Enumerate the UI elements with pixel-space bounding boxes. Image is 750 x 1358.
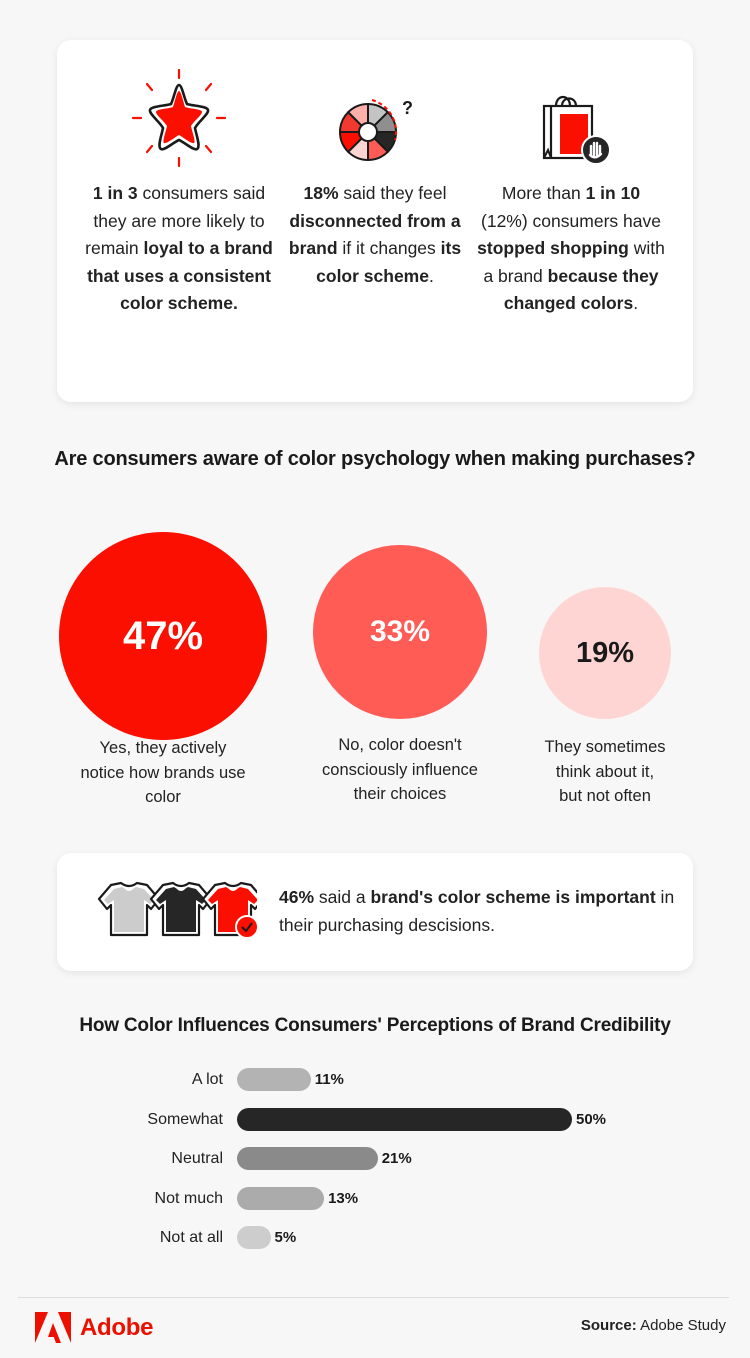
- bar-row: Not much 13%: [0, 1186, 750, 1211]
- bar-row: Not at all 5%: [0, 1226, 750, 1250]
- awareness-title: Are consumers aware of color psychology …: [54, 448, 696, 470]
- bubble-yes-circle: 47%: [59, 532, 267, 740]
- bar-value-label: 21%: [381, 1150, 412, 1167]
- stat-stopped-shopping: More than 1 in 10 (12%) consumers have s…: [471, 40, 671, 318]
- color-wheel-question-icon: ?: [338, 98, 413, 162]
- source-note: Source: Adobe Study: [580, 1317, 726, 1334]
- adobe-logo-icon: [35, 1312, 71, 1343]
- shopping-bag-stop-icon: [542, 95, 611, 165]
- bubble-sometimes: 19% They sometimes think about it, but n…: [535, 587, 675, 809]
- bubble-yes: 47% Yes, they actively notice how brands…: [58, 532, 268, 810]
- adobe-logo: Adobe: [35, 1312, 153, 1344]
- bar-category-label: Not at all: [159, 1229, 223, 1246]
- bubble-no-circle: 33%: [313, 545, 487, 719]
- bubble-yes-label: Yes, they actively notice how brands use…: [80, 739, 246, 806]
- stat-disconnected-text: 18% said they feel disconnected from a b…: [288, 183, 462, 286]
- bar-category-label: A lot: [191, 1071, 223, 1088]
- svg-text:?: ?: [402, 98, 413, 118]
- bar-category-label: Somewhat: [147, 1110, 223, 1128]
- bar-value-label: 5%: [274, 1229, 297, 1246]
- bubble-sometimes-value: 19%: [575, 636, 635, 669]
- credibility-chart-title: How Color Influences Consumers' Percepti…: [79, 1015, 671, 1036]
- bubble-no-value: 33%: [369, 615, 431, 648]
- bar: [237, 1147, 378, 1170]
- tshirts-check-icon: [97, 881, 257, 939]
- stat-disconnected: ? 18% said they feel disconnected from a…: [275, 40, 475, 290]
- bar-row: Neutral 21%: [0, 1147, 750, 1171]
- stat-loyalty: 1 in 3 consumers said they are more like…: [79, 40, 279, 318]
- bar-row: A lot 11%: [0, 1068, 750, 1092]
- stats-card: 1 in 3 consumers said they are more like…: [57, 40, 693, 402]
- star-icon: [131, 68, 227, 168]
- stat-loyalty-text: 1 in 3 consumers said they are more like…: [85, 183, 273, 314]
- bar-value-label: 13%: [328, 1189, 359, 1207]
- stat-stopped-shopping-text: More than 1 in 10 (12%) consumers have s…: [477, 183, 665, 314]
- bubble-sometimes-circle: 19%: [539, 587, 671, 719]
- bubble-yes-value: 47%: [122, 613, 204, 658]
- bubble-no-label: No, color doesn't consciously influence …: [322, 736, 478, 803]
- footer-divider: [18, 1297, 729, 1298]
- shirt-stat-text: 46% said a brand's color scheme is impor…: [279, 887, 675, 935]
- bar-value-label: 11%: [314, 1071, 344, 1088]
- bar-category-label: Not much: [154, 1189, 223, 1207]
- shirt-stat-card: 46% said a brand's color scheme is impor…: [57, 853, 693, 971]
- bar: [237, 1068, 311, 1091]
- adobe-wordmark: Adobe: [80, 1314, 154, 1341]
- bar-value-label: 50%: [576, 1110, 607, 1128]
- bubble-no: 33% No, color doesn't consciously influe…: [310, 545, 490, 807]
- bubble-sometimes-label: They sometimes think about it, but not o…: [544, 738, 666, 805]
- bar: [237, 1226, 271, 1249]
- bar-category-label: Neutral: [171, 1150, 223, 1167]
- bar-row: Somewhat 50%: [0, 1107, 750, 1132]
- bar: [237, 1107, 572, 1131]
- bar: [237, 1186, 325, 1210]
